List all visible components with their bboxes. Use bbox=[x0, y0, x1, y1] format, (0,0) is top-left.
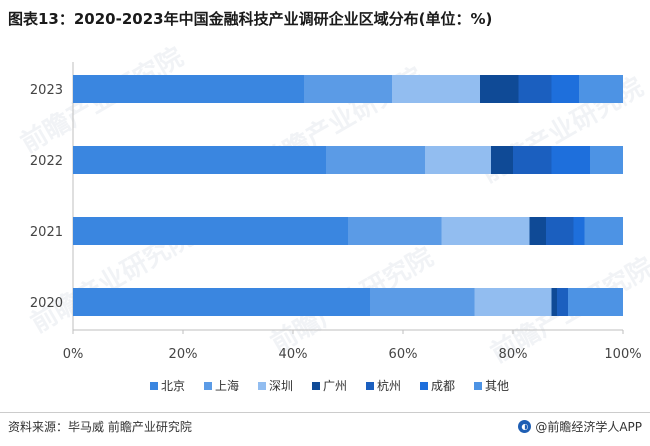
bar-segment-2022 bbox=[513, 146, 552, 174]
bar-segment-2021 bbox=[584, 217, 623, 245]
bar-segment-2022 bbox=[326, 146, 425, 174]
brand-credit: ◐ @前瞻经济学人APP bbox=[518, 418, 642, 435]
bar-segment-2023 bbox=[304, 75, 392, 103]
bar-segment-2023 bbox=[551, 75, 579, 103]
legend-label: 成都 bbox=[431, 379, 455, 393]
footer-divider bbox=[0, 412, 650, 413]
source-note: 资料来源：毕马威 前瞻产业研究院 bbox=[8, 420, 192, 434]
legend-swatch bbox=[312, 382, 320, 390]
legend-swatch bbox=[474, 382, 482, 390]
bar-segment-2021 bbox=[546, 217, 574, 245]
bar-segment-2023 bbox=[518, 75, 552, 103]
bar-segment-2020 bbox=[474, 288, 552, 316]
bar-segment-2023 bbox=[73, 75, 304, 103]
brand-label: @前瞻经济学人APP bbox=[535, 420, 642, 434]
legend-label: 深圳 bbox=[269, 379, 293, 393]
legend-label: 广州 bbox=[323, 379, 347, 393]
chart-title: 图表13：2020-2023年中国金融科技产业调研企业区域分布(单位：%) bbox=[8, 10, 493, 28]
bar-segment-2021 bbox=[348, 217, 442, 245]
bar-segment-2022 bbox=[491, 146, 513, 174]
category-label: 2021 bbox=[30, 225, 63, 240]
x-tick-label: 80% bbox=[499, 347, 528, 362]
x-tick-label: 20% bbox=[169, 347, 198, 362]
bar-segment-2020 bbox=[73, 288, 370, 316]
x-tick-label: 0% bbox=[63, 347, 84, 362]
bar-segment-2023 bbox=[579, 75, 623, 103]
bar-segment-2021 bbox=[441, 217, 530, 245]
legend-label: 杭州 bbox=[377, 378, 401, 393]
bar-segment-2022 bbox=[425, 146, 491, 174]
category-label: 2022 bbox=[30, 154, 63, 169]
legend-swatch bbox=[150, 382, 158, 390]
legend-swatch bbox=[204, 382, 212, 390]
legend-swatch bbox=[258, 382, 266, 390]
bar-segment-2022 bbox=[590, 146, 623, 174]
bar-segment-2021 bbox=[573, 217, 585, 245]
legend-label: 北京 bbox=[161, 379, 185, 393]
x-tick-label: 100% bbox=[604, 347, 641, 362]
legend-label: 上海 bbox=[215, 378, 239, 393]
bar-segment-2020 bbox=[568, 288, 623, 316]
legend-swatch bbox=[366, 382, 374, 390]
x-tick-label: 60% bbox=[389, 347, 418, 362]
x-tick-label: 40% bbox=[279, 347, 308, 362]
brand-logo-icon: ◐ bbox=[518, 420, 532, 433]
bar-segment-2020 bbox=[557, 288, 568, 316]
bar-segment-2023 bbox=[392, 75, 480, 103]
bar-segment-2022 bbox=[73, 146, 326, 174]
stacked-bar-chart: 0% 20% 40% 60% 80% 100% 2023 2022 2021 2020 北京 上海 深圳… bbox=[30, 62, 642, 393]
bar-segment-2020 bbox=[551, 288, 557, 316]
legend-label: 其他 bbox=[485, 379, 509, 393]
category-label: 2023 bbox=[30, 83, 63, 98]
bar-segment-2021 bbox=[529, 217, 546, 245]
bar-segment-2023 bbox=[480, 75, 519, 103]
bar-segment-2022 bbox=[551, 146, 590, 174]
bar-segment-2020 bbox=[370, 288, 475, 316]
legend-swatch bbox=[420, 382, 428, 390]
bar-segment-2021 bbox=[73, 217, 348, 245]
category-label: 2020 bbox=[30, 296, 63, 311]
